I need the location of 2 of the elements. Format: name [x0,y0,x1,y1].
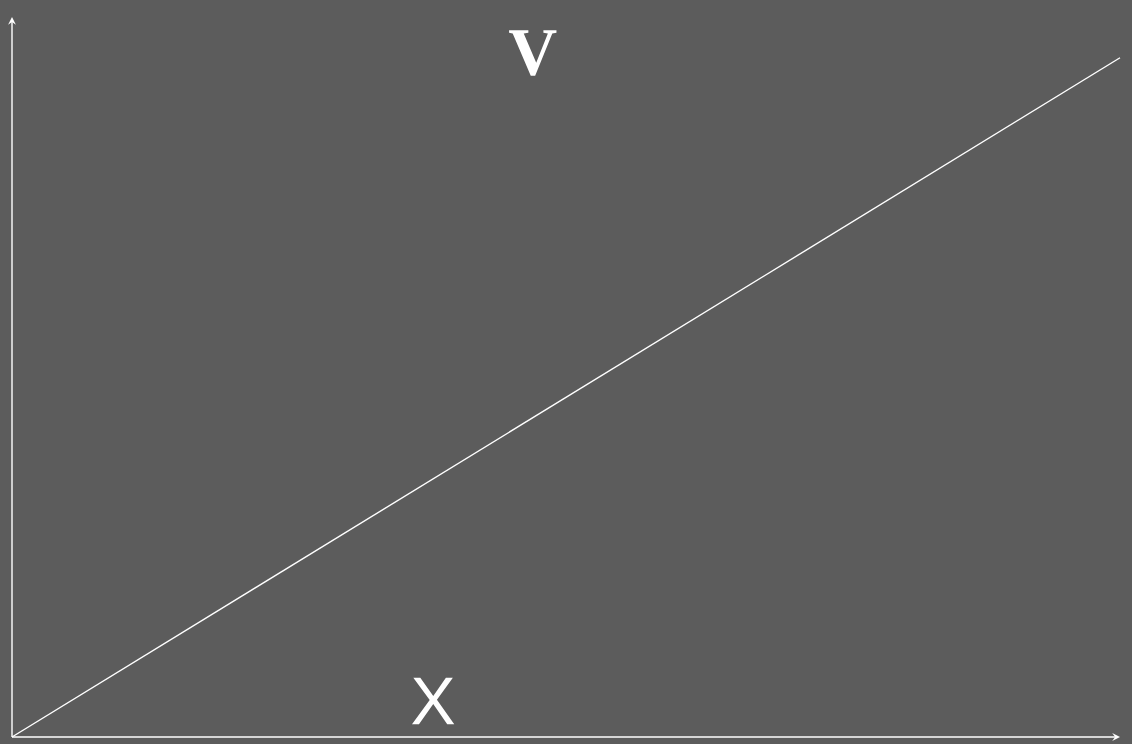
x-axis-title: X [411,677,455,725]
y-axis-title: V [509,30,557,76]
